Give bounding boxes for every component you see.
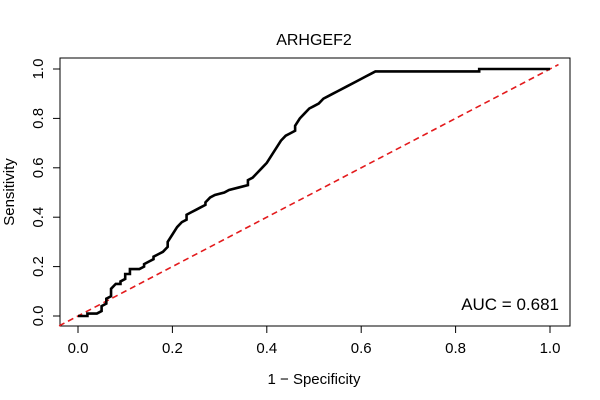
x-axis: 0.0 0.2 0.4 0.6 0.8 1.0 bbox=[68, 325, 561, 357]
x-tick-label: 0.4 bbox=[256, 340, 277, 357]
y-tick-label: 0.4 bbox=[30, 207, 47, 228]
y-axis: 0.0 0.2 0.4 0.6 0.8 1.0 bbox=[30, 59, 61, 327]
chart-title: ARHGEF2 bbox=[276, 32, 352, 49]
reference-line bbox=[58, 63, 559, 327]
x-tick-label: 1.0 bbox=[540, 340, 561, 357]
y-tick-label: 1.0 bbox=[30, 59, 47, 80]
x-axis-label: 1 − Specificity bbox=[268, 371, 361, 388]
series-layer bbox=[58, 63, 559, 327]
roc-curve bbox=[78, 67, 550, 318]
y-tick-label: 0.8 bbox=[30, 108, 47, 129]
y-axis-label: Sensitivity bbox=[1, 158, 18, 226]
auc-annotation: AUC = 0.681 bbox=[461, 295, 559, 314]
y-tick-label: 0.0 bbox=[30, 306, 47, 327]
x-tick-label: 0.0 bbox=[68, 340, 89, 357]
x-tick-label: 0.8 bbox=[445, 340, 466, 357]
x-tick-label: 0.6 bbox=[351, 340, 372, 357]
y-tick-label: 0.6 bbox=[30, 157, 47, 178]
y-tick-label: 0.2 bbox=[30, 256, 47, 277]
x-tick-label: 0.2 bbox=[162, 340, 183, 357]
